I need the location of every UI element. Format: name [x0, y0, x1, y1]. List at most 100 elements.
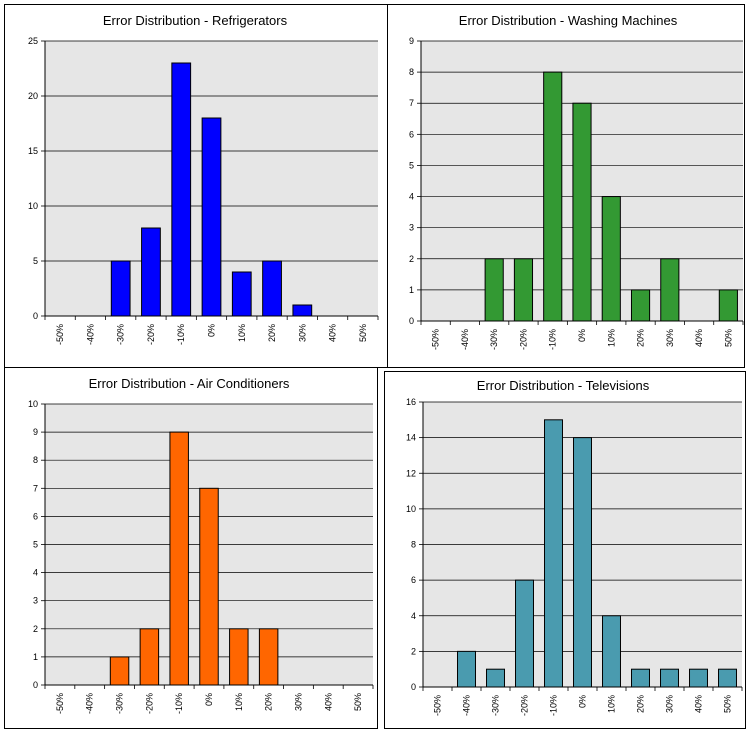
- y-tick-label: 2: [409, 254, 414, 264]
- y-tick-label: 5: [33, 540, 38, 550]
- x-tick-label: -40%: [460, 329, 470, 350]
- x-tick-label: 40%: [694, 329, 704, 347]
- x-tick-label: 0%: [578, 695, 588, 708]
- x-tick-label: 0%: [207, 324, 217, 337]
- x-tick-label: 50%: [723, 695, 733, 713]
- bar: [486, 668, 505, 688]
- x-tick-label: 0%: [577, 329, 587, 342]
- y-tick-label: 14: [406, 433, 416, 443]
- y-tick-label: 4: [33, 568, 38, 578]
- x-tick-label: 50%: [358, 324, 368, 342]
- chart-title: Error Distribution - Air Conditioners: [89, 376, 290, 391]
- y-tick-label: 5: [409, 160, 414, 170]
- bar: [572, 102, 592, 322]
- x-tick-label: -40%: [85, 693, 95, 714]
- x-tick-label: 0%: [204, 693, 214, 706]
- bar: [689, 668, 708, 688]
- bar: [718, 668, 737, 688]
- bar: [631, 668, 650, 688]
- x-tick-label: 20%: [636, 695, 646, 713]
- x-tick-label: -50%: [55, 324, 65, 345]
- x-tick-label: -30%: [491, 695, 501, 716]
- bar: [171, 62, 192, 317]
- bar: [630, 289, 651, 322]
- chart-refrigerators: Error Distribution - Refrigerators 0 5 10 15…: [28, 13, 379, 345]
- bar: [201, 117, 222, 317]
- y-tick-label: 9: [33, 427, 38, 437]
- x-tick-label: 40%: [323, 693, 333, 711]
- x-tick-label: -10%: [549, 695, 559, 716]
- x-tick-label: 20%: [636, 329, 646, 347]
- chart-title: Error Distribution - Televisions: [477, 378, 650, 393]
- x-tick-label: 30%: [293, 693, 303, 711]
- chart-panel-air-conditioners: Error Distribution - Air Conditioners 0 1 2…: [4, 367, 378, 729]
- bar: [229, 628, 249, 686]
- chart-title: Error Distribution - Washing Machines: [459, 13, 678, 28]
- x-tick-label: -30%: [489, 329, 499, 350]
- x-tick-label: -20%: [144, 693, 154, 714]
- y-tick-label: 1: [409, 285, 414, 295]
- bar: [601, 196, 621, 322]
- x-tick-label: -50%: [433, 695, 443, 716]
- x-tick-label: 10%: [606, 329, 616, 347]
- x-tick-label: 10%: [234, 693, 244, 711]
- x-tick-label: -30%: [115, 693, 125, 714]
- y-tick-label: 10: [406, 504, 416, 514]
- bar: [660, 668, 679, 688]
- bar: [199, 487, 219, 686]
- bar: [515, 579, 534, 688]
- y-tick-label: 0: [33, 311, 38, 321]
- x-tick-label: -20%: [518, 329, 528, 350]
- x-tick-label: -50%: [55, 693, 65, 714]
- chart-panel-televisions: Error Distribution - Televisions 0 2 4 6 8 10 1…: [384, 371, 746, 729]
- chart-panel-refrigerators: Error Distribution - Refrigerators 0 5 10 15…: [4, 4, 388, 368]
- y-tick-label: 8: [33, 455, 38, 465]
- y-tick-label: 16: [406, 397, 416, 407]
- y-tick-label: 0: [411, 682, 416, 692]
- x-tick-label: -10%: [176, 324, 186, 345]
- y-tick-label: 0: [33, 680, 38, 690]
- y-tick-label: 2: [33, 624, 38, 634]
- x-tick-label: -40%: [462, 695, 472, 716]
- bar: [109, 656, 130, 686]
- y-tick-label: 7: [33, 483, 38, 493]
- x-tick-label: 40%: [328, 324, 338, 342]
- bar: [484, 258, 504, 322]
- x-tick-label: 50%: [353, 693, 363, 711]
- bar: [262, 260, 282, 317]
- x-tick-label: -20%: [520, 695, 530, 716]
- y-tick-label: 0: [409, 316, 414, 326]
- y-tick-label: 5: [33, 256, 38, 266]
- bar: [513, 258, 534, 322]
- y-tick-label: 10: [28, 201, 38, 211]
- bar: [231, 271, 252, 317]
- bar: [457, 650, 476, 688]
- y-tick-label: 20: [28, 91, 38, 101]
- x-tick-label: 30%: [297, 324, 307, 342]
- bar: [543, 71, 563, 322]
- x-tick-label: -50%: [431, 329, 441, 350]
- y-tick-label: 6: [411, 575, 416, 585]
- x-tick-label: 10%: [607, 695, 617, 713]
- chart-washing-machines: Error Distribution - Washing Machines 0 1 2…: [409, 13, 744, 350]
- y-tick-label: 15: [28, 146, 38, 156]
- y-tick-label: 9: [409, 36, 414, 46]
- y-tick-label: 2: [411, 646, 416, 656]
- y-tick-label: 1: [33, 652, 38, 662]
- bar: [258, 628, 279, 686]
- bar: [544, 419, 563, 688]
- x-tick-label: 20%: [264, 693, 274, 711]
- bar: [602, 615, 621, 688]
- bar: [141, 227, 161, 317]
- y-tick-label: 6: [33, 511, 38, 521]
- y-tick-label: 25: [28, 36, 38, 46]
- bar: [660, 258, 680, 322]
- bar: [169, 431, 189, 686]
- x-tick-label: 10%: [237, 324, 247, 342]
- y-tick-label: 7: [409, 98, 414, 108]
- x-tick-label: -40%: [85, 324, 95, 345]
- chart-title: Error Distribution - Refrigerators: [103, 13, 288, 28]
- x-tick-label: 30%: [665, 329, 675, 347]
- chart-televisions: Error Distribution - Televisions 0 2 4 6 8 10 1…: [406, 378, 743, 716]
- y-tick-label: 3: [409, 223, 414, 233]
